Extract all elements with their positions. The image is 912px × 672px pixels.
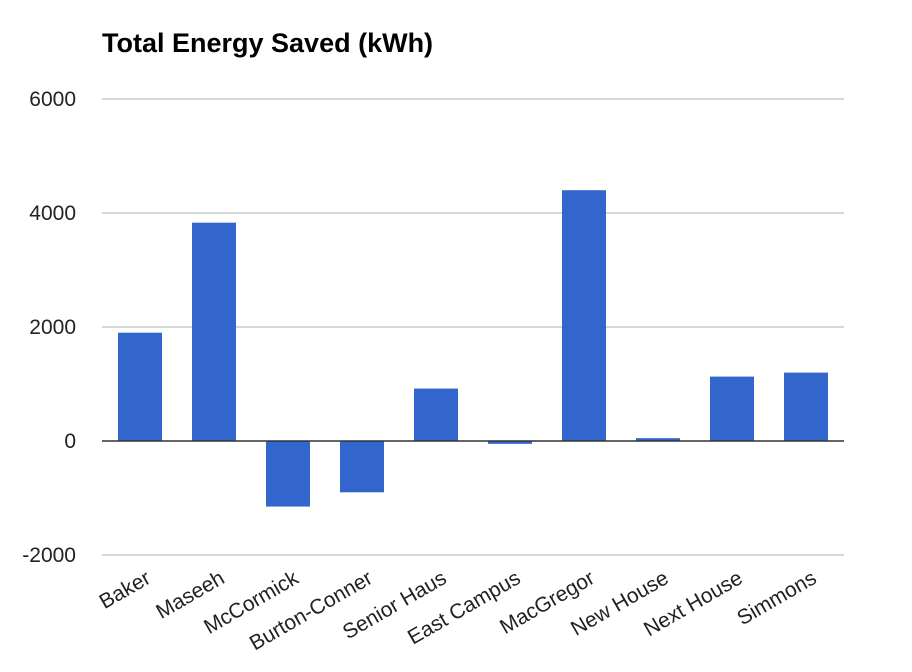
bar-next-house[interactable] — [710, 376, 754, 441]
x-tick-label: Simmons — [733, 566, 820, 630]
y-tick-label: 6000 — [29, 88, 76, 111]
bar-east-campus[interactable] — [488, 441, 532, 444]
bar-simmons[interactable] — [784, 372, 828, 441]
x-axis-labels: BakerMaseehMcCormickBurton-ConnerSenior … — [95, 566, 820, 655]
bar-senior-haus[interactable] — [414, 388, 458, 441]
y-tick-label: -2000 — [22, 544, 76, 567]
bar-baker[interactable] — [118, 332, 162, 441]
y-tick-label: 2000 — [29, 316, 76, 339]
chart-title: Total Energy Saved (kWh) — [102, 28, 434, 58]
bar-maseeh[interactable] — [192, 222, 236, 441]
y-tick-label: 0 — [64, 430, 76, 453]
y-axis-ticks: -2000 0 2000 4000 6000 — [22, 88, 76, 567]
y-tick-label: 4000 — [29, 202, 76, 225]
x-tick-label: Baker — [95, 566, 154, 613]
bar-burton-conner[interactable] — [340, 441, 384, 493]
bar-layer — [118, 190, 828, 507]
bar-macgregor[interactable] — [562, 190, 606, 441]
bar-mccormick[interactable] — [266, 441, 310, 507]
x-tick-label: Burton-Conner — [246, 566, 377, 655]
bar-new-house[interactable] — [636, 438, 680, 441]
